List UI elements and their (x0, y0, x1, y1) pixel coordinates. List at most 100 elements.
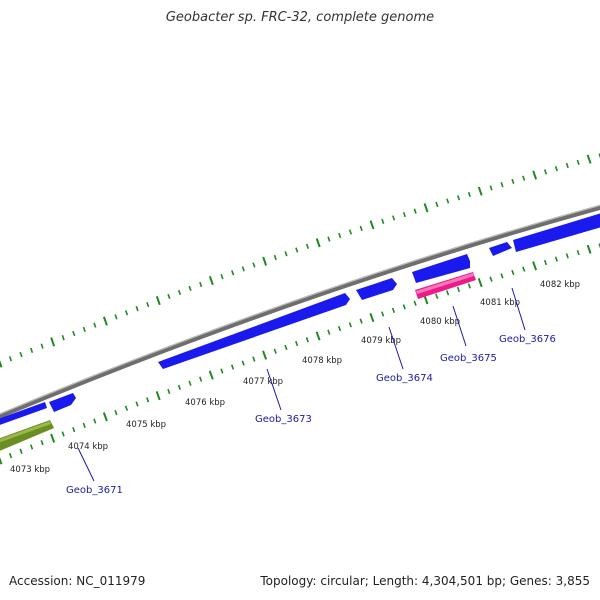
minor-tick (252, 262, 256, 268)
minor-tick (146, 397, 150, 403)
gene-feature[interactable] (0, 402, 47, 426)
minor-tick (467, 191, 471, 198)
major-tick (532, 261, 538, 271)
minor-tick (435, 201, 439, 208)
minor-tick (402, 304, 406, 310)
minor-tick (338, 232, 342, 239)
minor-tick (511, 178, 515, 185)
minor-tick (565, 253, 569, 259)
minor-tick (40, 343, 44, 349)
minor-tick (511, 269, 515, 276)
minor-tick (348, 322, 352, 328)
gene-labels: Geob_3671 Geob_3673 Geob_3674 Geob_3675 … (66, 334, 556, 496)
minor-tick (554, 166, 558, 172)
minor-tick (72, 330, 76, 337)
major-tick (586, 244, 592, 254)
gene-label[interactable]: Geob_3671 (66, 485, 123, 496)
major-tick (262, 256, 268, 266)
major-tick (0, 359, 3, 368)
minor-tick (598, 243, 600, 249)
minor-tick (19, 351, 23, 358)
accession-text: Accession: NC_011979 (9, 574, 146, 588)
leader-line (388, 326, 404, 370)
gene-label-leaders (77, 287, 526, 482)
minor-tick (522, 266, 526, 272)
minor-tick (565, 162, 569, 169)
minor-tick (500, 182, 504, 188)
gene-feature[interactable] (158, 293, 350, 369)
minor-tick (199, 281, 203, 288)
minor-tick (284, 344, 288, 351)
kbp-label: 4080 kbp (420, 317, 460, 327)
page-title: Geobacter sp. FRC-32, complete genome (165, 10, 435, 25)
minor-tick (241, 266, 245, 272)
gene-feature-highlight-shine (416, 273, 474, 294)
major-tick (369, 312, 375, 323)
kbp-label: 4082 kbp (540, 280, 580, 290)
minor-tick (146, 301, 150, 308)
minor-tick (381, 311, 385, 317)
minor-tick (554, 256, 558, 262)
minor-tick (241, 360, 245, 366)
major-tick (423, 295, 429, 305)
gene-feature[interactable] (489, 242, 512, 256)
minor-tick (295, 340, 299, 347)
major-tick (155, 295, 161, 306)
minor-tick (135, 306, 139, 312)
minor-tick (61, 335, 65, 341)
minor-tick (327, 329, 331, 335)
minor-tick (220, 274, 224, 280)
minor-tick (576, 249, 580, 256)
minor-tick (598, 153, 600, 159)
gene-label[interactable]: Geob_3675 (440, 353, 497, 364)
minor-tick (167, 293, 171, 300)
minor-tick (8, 356, 13, 362)
minor-tick (8, 453, 13, 459)
gene-label[interactable]: Geob_3673 (255, 414, 312, 425)
minor-tick (188, 380, 192, 386)
minor-tick (82, 326, 86, 332)
minor-tick (576, 159, 580, 165)
gene-label[interactable]: Geob_3674 (376, 373, 433, 384)
minor-tick (446, 290, 450, 296)
gene-feature[interactable] (412, 254, 470, 283)
gene-features (0, 212, 600, 451)
minor-tick (124, 405, 129, 411)
major-tick (477, 277, 483, 288)
minor-tick (392, 215, 396, 221)
minor-tick (305, 243, 310, 249)
minor-tick (467, 283, 471, 289)
leader-line (77, 447, 95, 482)
minor-tick (177, 289, 182, 296)
kbp-label: 4077 kbp (243, 377, 283, 387)
major-tick (208, 370, 214, 380)
minor-tick (337, 325, 342, 332)
major-tick (477, 186, 483, 196)
gene-feature[interactable] (49, 393, 76, 412)
major-tick (50, 433, 56, 443)
minor-tick (305, 337, 309, 343)
minor-tick (93, 418, 97, 424)
minor-tick (522, 175, 526, 181)
minor-tick (252, 356, 256, 362)
major-tick (155, 391, 161, 401)
kbp-label: 4076 kbp (185, 398, 225, 408)
major-tick (315, 238, 321, 248)
kbp-label: 4078 kbp (302, 356, 342, 366)
gene-label[interactable]: Geob_3676 (499, 334, 556, 345)
minor-tick (124, 310, 129, 316)
gene-feature[interactable] (356, 278, 397, 300)
outer-tick-track (0, 153, 600, 368)
minor-tick (29, 444, 34, 450)
genome-backbone-highlight (0, 204, 600, 415)
gene-feature[interactable] (513, 212, 600, 252)
kbp-label: 4079 kbp (361, 336, 401, 346)
major-tick (102, 316, 108, 326)
minor-tick (435, 293, 439, 299)
topology-text: Topology: circular; Length: 4,304,501 bp… (260, 574, 590, 588)
leader-line (452, 305, 467, 347)
minor-tick (327, 236, 331, 242)
minor-tick (177, 384, 181, 390)
major-tick (532, 170, 538, 180)
